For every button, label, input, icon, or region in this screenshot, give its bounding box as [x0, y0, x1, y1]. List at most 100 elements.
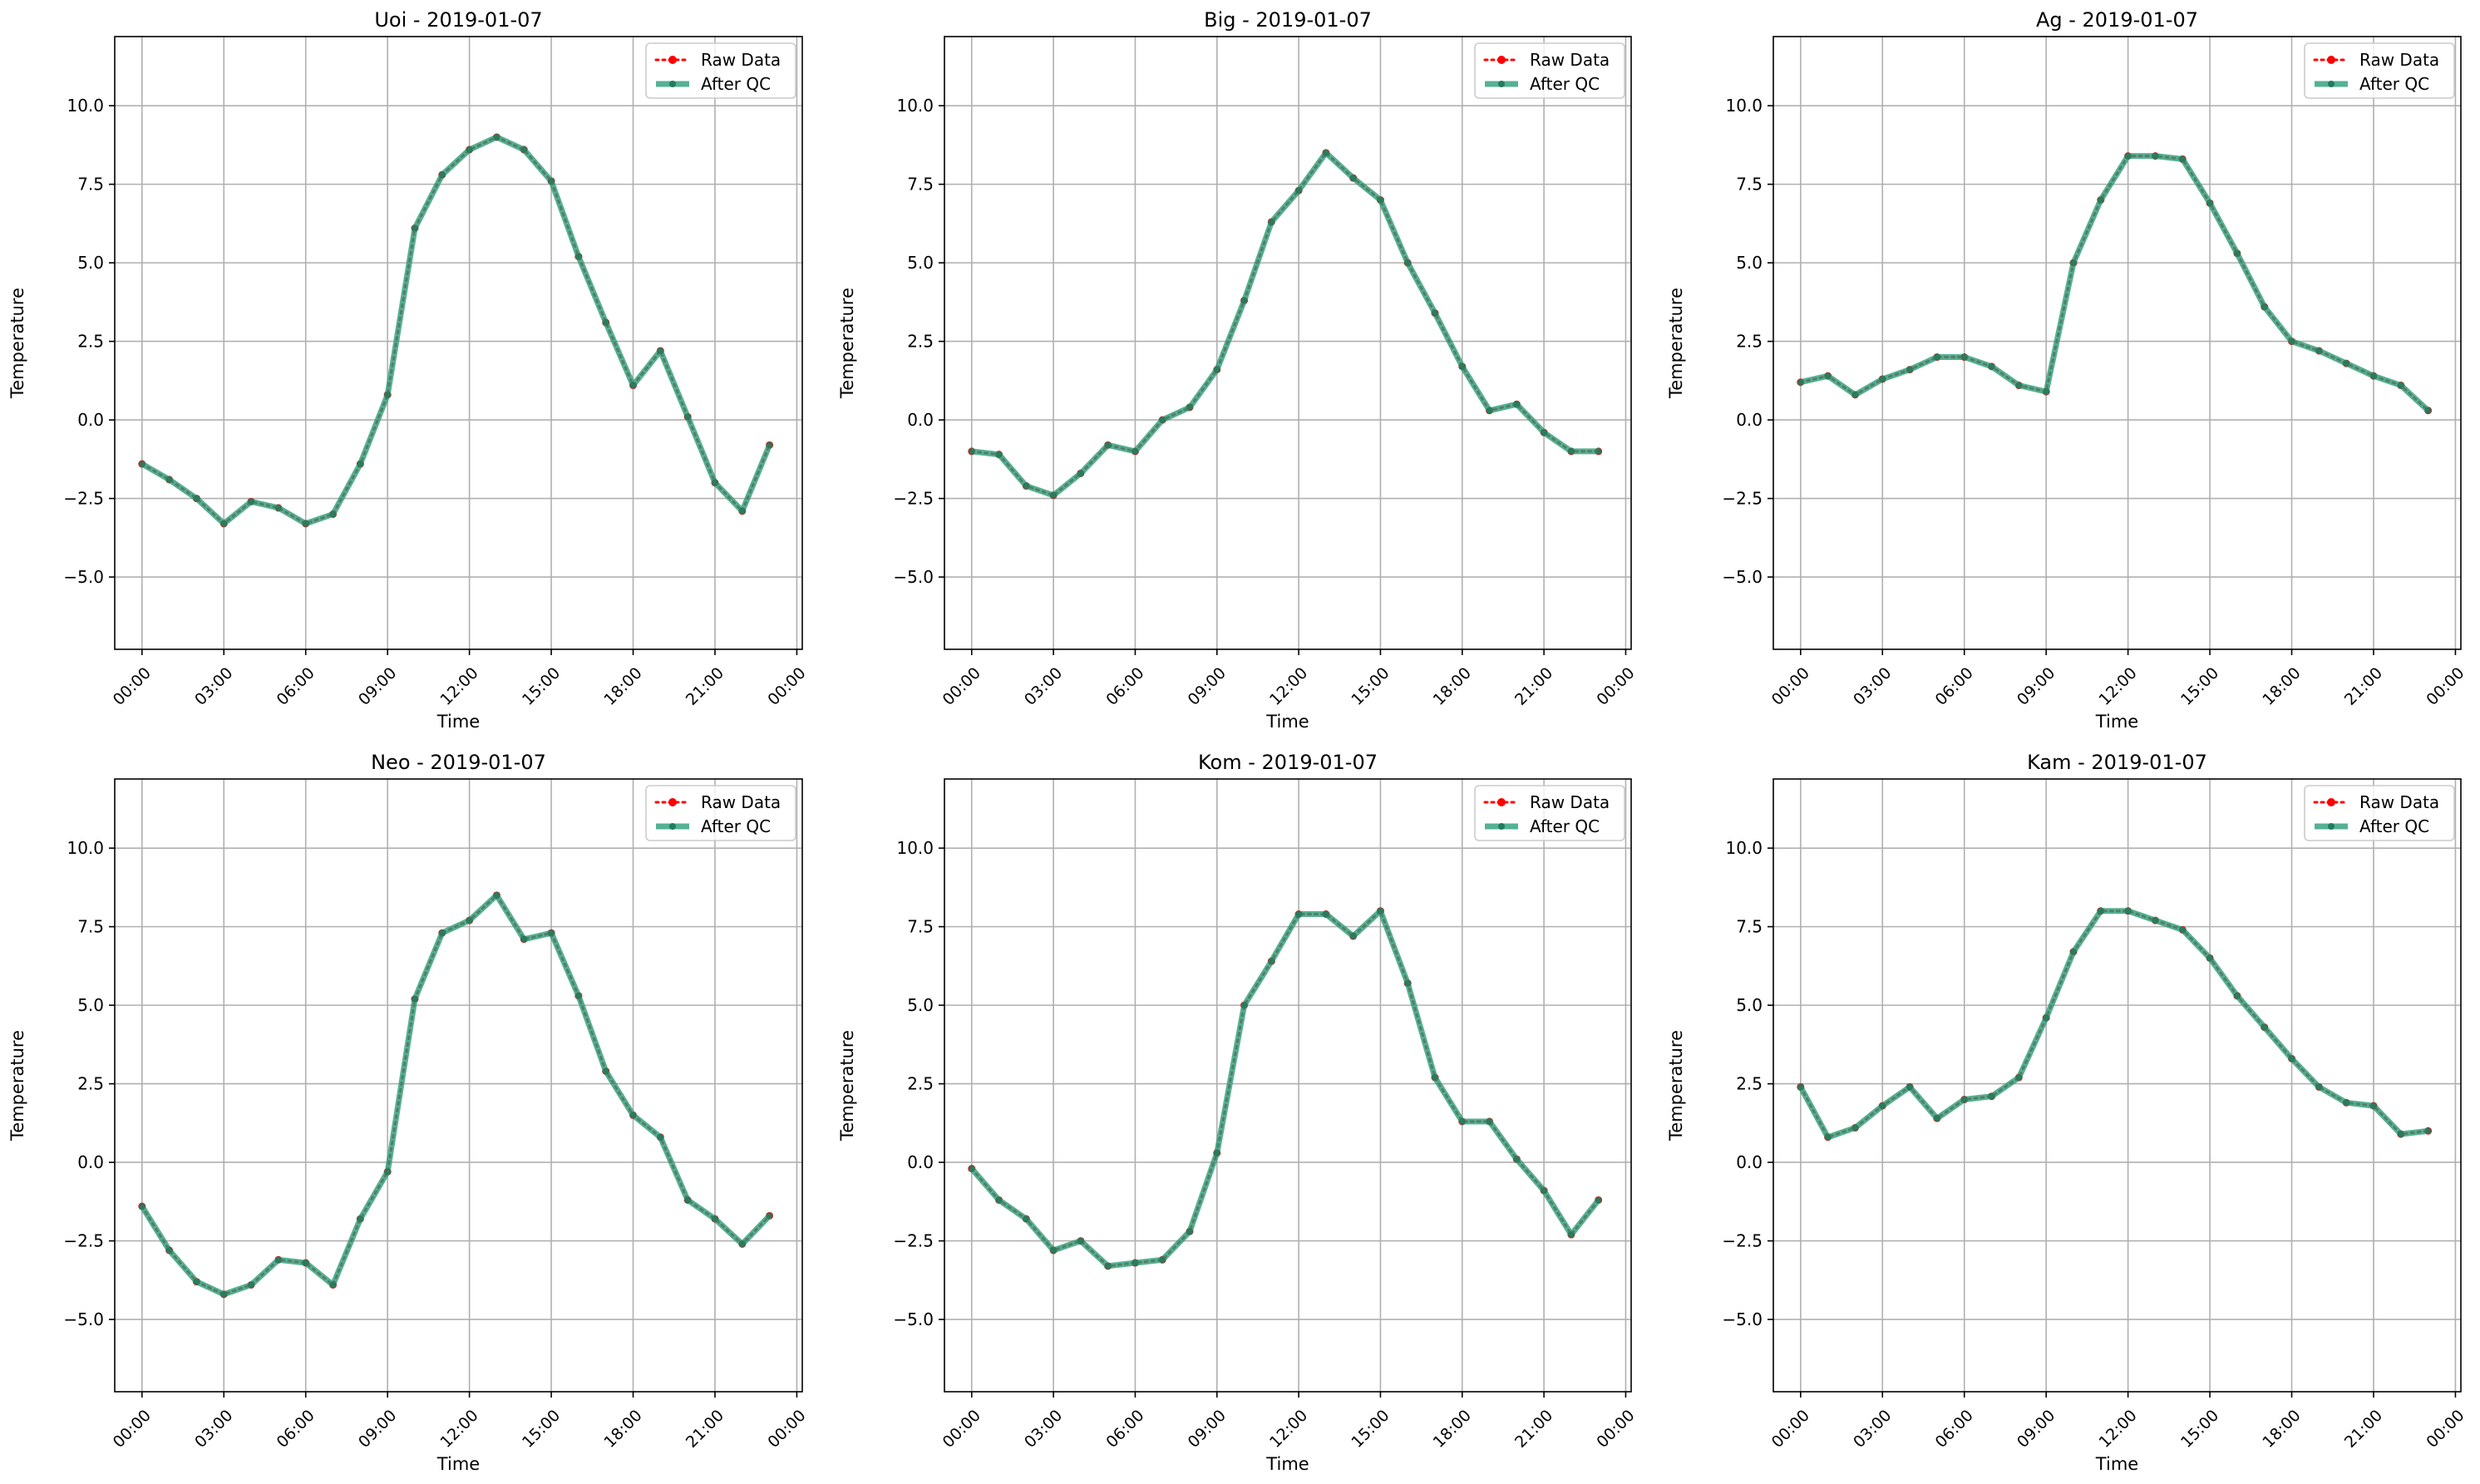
axes-frame — [944, 778, 1632, 1393]
y-tick-label: 10.0 — [896, 838, 934, 858]
point-after-qc — [493, 891, 500, 899]
point-after-qc — [738, 507, 746, 515]
x-tick-label: 00:00 — [939, 1407, 984, 1452]
point-after-qc — [520, 146, 528, 154]
y-tick-label: 2.5 — [77, 332, 104, 352]
point-after-qc — [2424, 407, 2432, 414]
point-after-qc — [1186, 1228, 1193, 1235]
x-tick-label: 09:00 — [355, 1407, 400, 1452]
point-after-qc — [738, 1240, 746, 1248]
point-after-qc — [2152, 152, 2159, 160]
series-line-after-qc — [1797, 908, 2429, 1141]
point-after-qc — [138, 461, 145, 468]
series-line-raw-data — [1799, 910, 2430, 1139]
y-tick-label: 0.0 — [77, 1152, 104, 1172]
x-tick-label: 00:00 — [1768, 664, 1813, 709]
legend-marker-raw-data — [668, 798, 677, 806]
y-tick-label: −5.0 — [63, 1309, 104, 1329]
point-after-qc — [1960, 1096, 1968, 1103]
y-tick-label: 7.5 — [1736, 175, 1763, 195]
x-tick-label: 03:00 — [1021, 664, 1066, 709]
point-after-qc — [1240, 297, 1248, 304]
x-tick-label: 18:00 — [600, 664, 645, 709]
point-after-qc — [466, 917, 473, 924]
point-after-qc — [193, 495, 200, 502]
point-after-qc — [1595, 447, 1602, 455]
point-after-qc — [1906, 366, 1914, 373]
point-after-qc — [2233, 249, 2241, 257]
y-axis-label: Temperature — [7, 288, 27, 399]
point-after-qc — [574, 992, 582, 999]
point-after-qc — [2315, 1083, 2323, 1091]
point-after-qc — [602, 1067, 609, 1075]
y-tick-label: 0.0 — [907, 1152, 934, 1172]
y-tick-label: 0.0 — [1736, 1152, 1763, 1172]
y-tick-label: −5.0 — [1722, 567, 1763, 587]
legend-label-raw-data: Raw Data — [1530, 792, 1610, 812]
legend-marker-raw-data — [668, 56, 677, 64]
point-after-qc — [302, 520, 309, 527]
point-after-qc — [1567, 447, 1575, 455]
x-tick-label: 18:00 — [600, 1407, 645, 1452]
x-tick-label: 00:00 — [110, 664, 155, 709]
x-tick-label: 21:00 — [2341, 1407, 2386, 1452]
point-after-qc — [165, 476, 173, 483]
point-after-qc — [1988, 1092, 1995, 1100]
point-after-qc — [165, 1246, 173, 1254]
x-tick-label: 18:00 — [2259, 664, 2304, 709]
x-tick-label: 21:00 — [683, 664, 727, 709]
point-after-qc — [1513, 1156, 1521, 1163]
legend-marker-raw-data — [2327, 798, 2335, 806]
point-after-qc — [411, 224, 418, 232]
x-tick-label: 06:00 — [1102, 1407, 1147, 1452]
point-after-qc — [548, 929, 555, 937]
series-line-after-qc — [139, 892, 772, 1298]
y-tick-label: 5.0 — [907, 253, 934, 273]
point-after-qc — [493, 133, 500, 141]
legend-label-after-qc: After QC — [2359, 816, 2429, 836]
series-line-after-qc — [969, 908, 1601, 1270]
x-tick-label: 12:00 — [2095, 1407, 2140, 1452]
y-tick-label: 5.0 — [77, 253, 104, 273]
y-tick-label: 5.0 — [907, 995, 934, 1015]
x-tick-label: 06:00 — [274, 664, 318, 709]
point-after-qc — [1595, 1196, 1602, 1204]
y-tick-label: 5.0 — [77, 995, 104, 1015]
point-after-qc — [1050, 1246, 1058, 1254]
x-tick-label: 03:00 — [1021, 1407, 1066, 1452]
point-after-qc — [711, 1215, 718, 1223]
y-tick-label: 0.0 — [77, 410, 104, 430]
y-axis-label: Temperature — [1666, 288, 1686, 399]
x-tick-label: 00:00 — [764, 1407, 809, 1452]
point-after-qc — [357, 461, 364, 468]
point-after-qc — [2015, 382, 2023, 389]
y-tick-label: 2.5 — [1736, 1074, 1763, 1094]
point-after-qc — [1213, 366, 1220, 373]
point-after-qc — [329, 510, 337, 518]
y-tick-label: 10.0 — [67, 838, 104, 858]
x-tick-label: 15:00 — [519, 664, 564, 709]
series-line-raw-data — [141, 893, 772, 1296]
legend: Raw Data After QC — [2304, 42, 2455, 99]
y-tick-label: 2.5 — [1736, 332, 1763, 352]
point-after-qc — [995, 1196, 1003, 1204]
y-tick-label: 7.5 — [1736, 917, 1763, 937]
chart-title: Kam - 2019-01-07 — [2027, 751, 2207, 774]
y-tick-label: 2.5 — [77, 1074, 104, 1094]
chart-title: Kom - 2019-01-07 — [1198, 751, 1378, 774]
point-after-qc — [1879, 1102, 1886, 1110]
y-tick-label: −5.0 — [63, 567, 104, 587]
x-tick-label: 00:00 — [1593, 664, 1638, 709]
x-tick-label: 09:00 — [2014, 664, 2058, 709]
chart-title: Ag - 2019-01-07 — [2036, 8, 2198, 32]
point-after-qc — [711, 479, 718, 486]
axes-frame — [944, 36, 1632, 650]
x-tick-label: 21:00 — [1511, 1407, 1556, 1452]
y-tick-label: 5.0 — [1736, 253, 1763, 273]
legend-marker-after-qc — [1498, 81, 1505, 87]
point-after-qc — [995, 451, 1003, 458]
point-after-qc — [2233, 992, 2241, 999]
point-after-qc — [1349, 175, 1357, 182]
point-after-qc — [2043, 388, 2050, 396]
